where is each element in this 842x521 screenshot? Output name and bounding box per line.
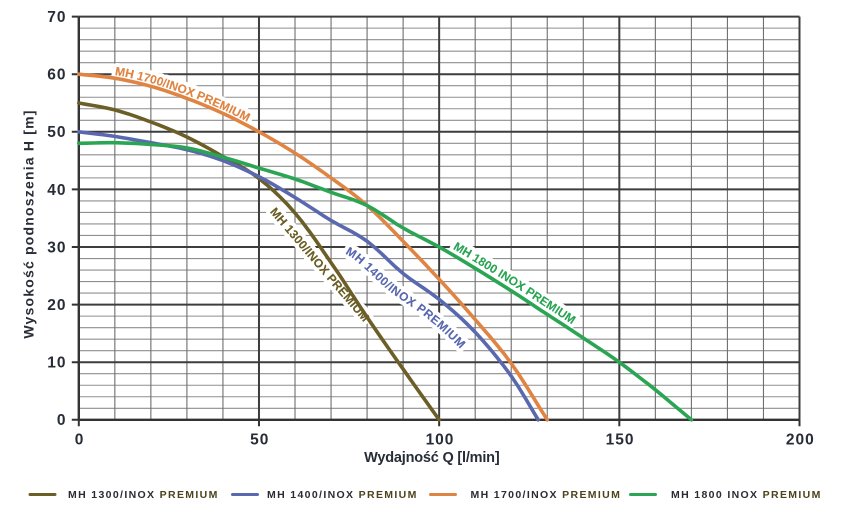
svg-text:10: 10 [47, 355, 66, 372]
svg-text:50: 50 [47, 124, 66, 141]
svg-text:MH 1700/INOX PREMIUM: MH 1700/INOX PREMIUM [471, 489, 622, 501]
svg-text:0: 0 [75, 432, 85, 449]
svg-text:0: 0 [57, 412, 67, 429]
svg-text:40: 40 [47, 182, 66, 199]
svg-text:150: 150 [606, 432, 635, 449]
svg-text:MH 1400/INOX PREMIUM: MH 1400/INOX PREMIUM [267, 489, 418, 501]
svg-text:30: 30 [47, 239, 66, 256]
svg-text:200: 200 [786, 432, 815, 449]
svg-text:Wydajność Q [l/min]: Wydajność Q [l/min] [364, 450, 500, 466]
svg-text:60: 60 [47, 67, 66, 84]
svg-text:20: 20 [47, 297, 66, 314]
svg-text:Wysokość podnoszenia H [m]: Wysokość podnoszenia H [m] [21, 109, 37, 338]
svg-text:MH 1300/INOX PREMIUM: MH 1300/INOX PREMIUM [68, 489, 219, 501]
svg-text:MH 1800 INOX PREMIUM: MH 1800 INOX PREMIUM [671, 489, 822, 501]
svg-text:100: 100 [426, 432, 455, 449]
svg-text:70: 70 [47, 9, 66, 26]
svg-text:50: 50 [250, 432, 269, 449]
